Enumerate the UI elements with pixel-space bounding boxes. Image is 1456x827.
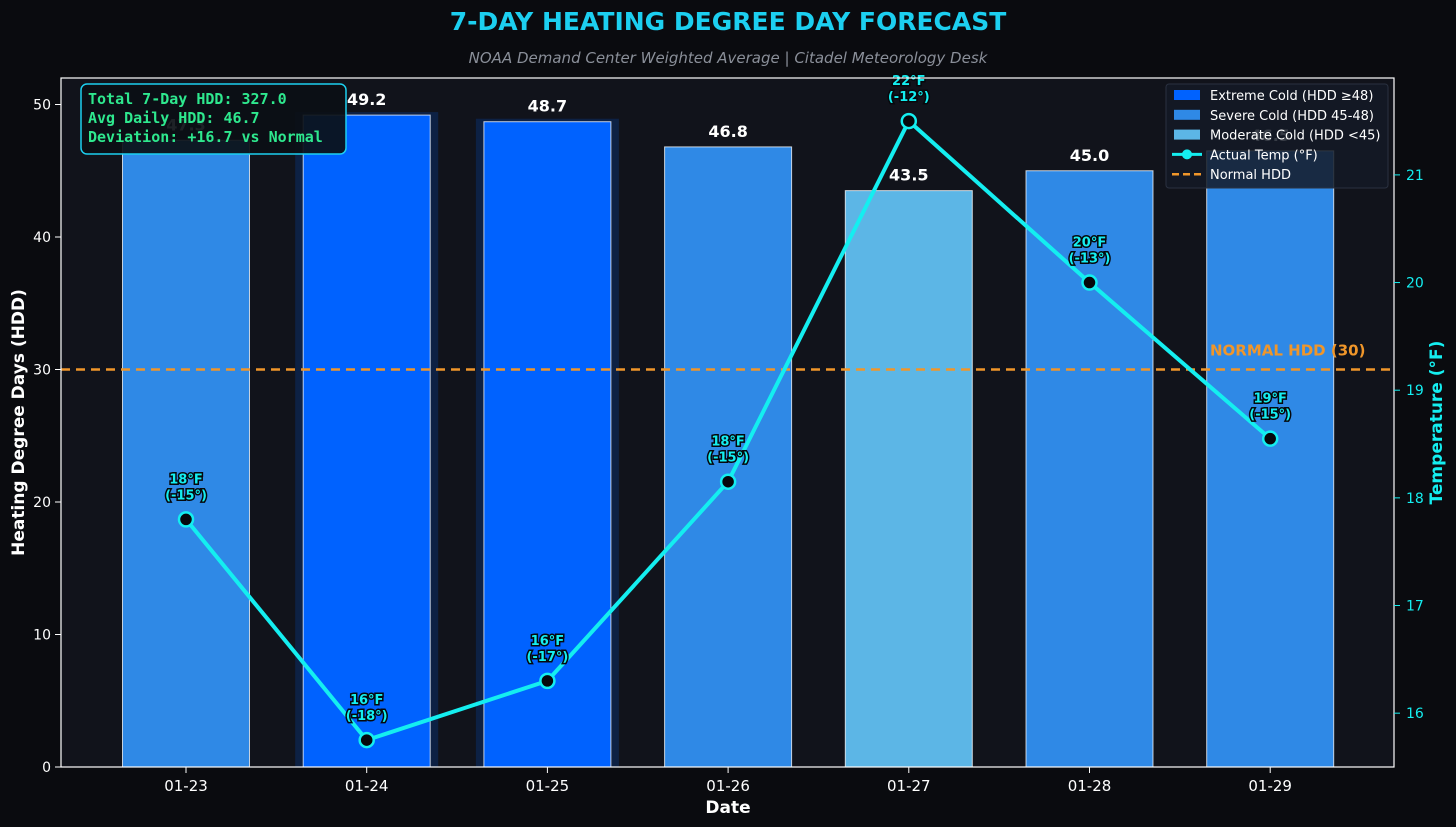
y2-tick-label: 20 (1406, 276, 1424, 292)
temperature-anomaly-label: (-15°) (1249, 408, 1291, 423)
y2-tick-label: 21 (1406, 168, 1424, 184)
x-tick-label: 01-28 (1068, 777, 1112, 795)
hdd-bar (483, 121, 612, 768)
temperature-label: 18°F (169, 472, 202, 487)
summary-line1: Total 7-Day HDD: 327.0 (88, 90, 287, 108)
y-tick-label: 20 (33, 495, 51, 511)
legend-marker-swatch (1182, 149, 1192, 160)
normal-line-layer: NORMAL HDD (30) (61, 342, 1394, 371)
y-tick-label: 30 (33, 363, 51, 379)
temperature-anomaly-label: (-18°) (346, 709, 388, 724)
x-tick-label: 01-27 (887, 777, 931, 795)
legend: Extreme Cold (HDD ≥48) Severe Cold (HDD 4… (1165, 83, 1389, 189)
temperature-label: 20°F (1073, 236, 1106, 251)
summary-line3: Deviation: +16.7 vs Normal (88, 128, 323, 146)
legend-label: Extreme Cold (HDD ≥48) (1210, 89, 1373, 104)
hdd-bar (844, 190, 973, 768)
hdd-bar (122, 139, 250, 768)
temperature-point (719, 473, 737, 490)
temperature-label: 16°F (350, 693, 383, 708)
legend-box (1165, 83, 1389, 189)
temperature-label: 16°F (531, 634, 564, 649)
y-tick-label: 0 (42, 760, 51, 776)
plot-frame (60, 77, 1395, 768)
y-tick-label: 10 (33, 628, 51, 644)
hdd-bar (1206, 150, 1335, 768)
temperature-point (539, 672, 556, 690)
x-tick-label: 01-25 (526, 777, 570, 795)
y2-tick-label: 18 (1406, 491, 1424, 507)
legend-swatch (1174, 90, 1200, 100)
legend-label: Normal HDD (1210, 168, 1291, 183)
x-tick-label: 01-24 (345, 777, 389, 795)
legend-label: Severe Cold (HDD 45-48) (1210, 109, 1374, 124)
chart-title: 7-DAY HEATING DEGREE DAY FORECAST (450, 7, 1007, 36)
y2-axis-label: Temperature (°F) (1427, 341, 1447, 505)
bars-layer: 47.349.248.746.843.545.046.5 (122, 90, 1335, 768)
hdd-bar (302, 114, 431, 768)
normal-hdd-label: NORMAL HDD (30) (1210, 342, 1365, 360)
temperature-anomaly-label: (-15°) (165, 488, 207, 503)
temperature-point (1081, 274, 1098, 291)
temperature-point (177, 511, 195, 528)
y2-tick-label: 17 (1406, 599, 1424, 615)
temperature-label: 18°F (711, 435, 744, 450)
bar-value-label: 43.5 (889, 166, 928, 185)
chart-subtitle: NOAA Demand Center Weighted Average | Ci… (469, 49, 989, 67)
temperature-anomaly-label: (-13°) (1069, 252, 1111, 267)
temperature-anomaly-label: (-17°) (526, 650, 568, 665)
temperature-point (900, 112, 918, 130)
temperature-point (1261, 430, 1279, 447)
legend-swatch (1174, 129, 1200, 140)
legend-swatch (1174, 109, 1200, 120)
legend-label: Moderate Cold (HDD <45) (1210, 129, 1381, 144)
y-tick-label: 40 (33, 230, 51, 246)
y2-tick-label: 16 (1406, 706, 1424, 722)
x-axis-label: Date (705, 798, 750, 818)
axes-layer: 0 10 20 30 40 50 16 17 18 19 20 21 01-23 01-24 01-25 01… (9, 77, 1447, 818)
summary-line2: Avg Daily HDD: 46.7 (88, 109, 260, 127)
y-tick-label: 50 (33, 98, 51, 114)
x-tick-label: 01-23 (164, 777, 208, 795)
hdd-bar (1025, 170, 1154, 768)
bar-value-label: 45.0 (1070, 146, 1109, 165)
x-tick-label: 01-26 (706, 777, 750, 795)
legend-label: Actual Temp (°F) (1210, 148, 1318, 163)
bar-value-label: 48.7 (528, 97, 567, 116)
bar-value-label: 46.8 (708, 122, 747, 141)
y-axis-label: Heating Degree Days (HDD) (9, 289, 29, 556)
temperature-label: 19°F (1253, 392, 1286, 407)
bar-value-label: 49.2 (347, 90, 386, 109)
temperature-label: 22°F (892, 74, 925, 89)
temperature-anomaly-label: (-15°) (707, 451, 749, 466)
y2-tick-label: 19 (1406, 383, 1424, 399)
summary-box-frame (80, 83, 347, 155)
x-tick-label: 01-29 (1248, 777, 1292, 795)
temperature-line-layer: 18°F(-15°)16°F(-18°)16°F(-17°)18°F(-15°)… (164, 73, 1293, 749)
temperature-anomaly-label: (-12°) (888, 90, 930, 105)
hdd-bar (664, 146, 793, 768)
temperature-point (358, 731, 375, 749)
